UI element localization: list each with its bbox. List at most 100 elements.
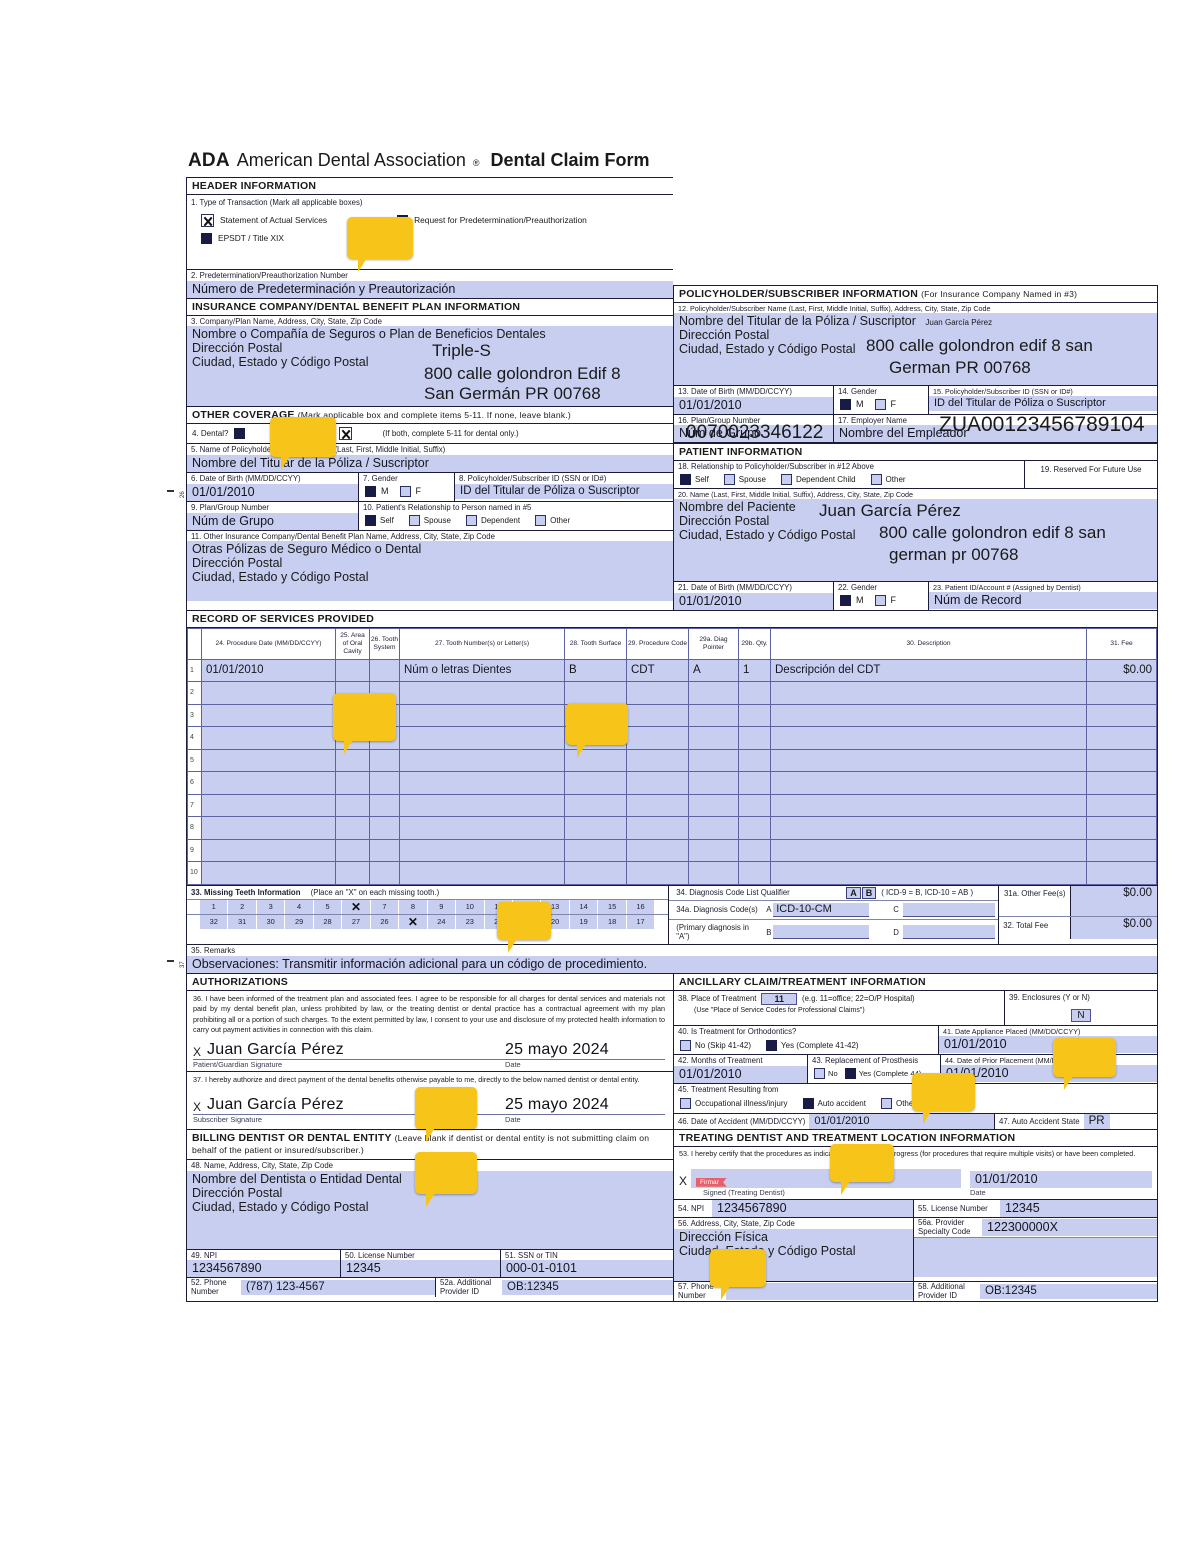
- qualifier-a[interactable]: A: [846, 886, 861, 899]
- cell-empty[interactable]: [335, 771, 370, 795]
- cell-empty[interactable]: [1086, 771, 1157, 795]
- table-row[interactable]: 6: [187, 771, 1157, 795]
- cell-empty[interactable]: [626, 771, 689, 795]
- checkbox-prosthesis-no[interactable]: [814, 1068, 825, 1080]
- checkbox-prosthesis-yes[interactable]: [844, 1068, 856, 1080]
- cell-empty[interactable]: [201, 748, 336, 773]
- tooth-4[interactable]: 4: [285, 900, 314, 915]
- tooth-5[interactable]: 5: [313, 900, 343, 915]
- checkbox-rel-dependent[interactable]: [465, 514, 477, 526]
- cell-empty[interactable]: [738, 816, 771, 840]
- tooth-15[interactable]: 15: [598, 900, 627, 915]
- cell-diag-pointer[interactable]: A: [688, 658, 739, 683]
- tooth-25-missing[interactable]: 25: [399, 915, 428, 930]
- cell-empty[interactable]: [399, 703, 565, 728]
- cell-empty[interactable]: [369, 816, 400, 840]
- tooth-32[interactable]: 32: [200, 915, 229, 930]
- cell-empty[interactable]: [201, 861, 336, 885]
- cell-empty[interactable]: [399, 793, 565, 818]
- q57-value[interactable]: [726, 1282, 913, 1300]
- tooth-8[interactable]: 8: [399, 900, 428, 915]
- q55-value[interactable]: 12345: [1000, 1200, 1157, 1218]
- checkbox-gender-male[interactable]: [365, 485, 376, 497]
- cell-empty[interactable]: [201, 838, 336, 863]
- tooth-30[interactable]: 30: [256, 915, 286, 930]
- diagnosis-code-a[interactable]: ICD-10-CM: [773, 902, 870, 917]
- q47-value[interactable]: PR: [1083, 1113, 1110, 1129]
- cell-empty[interactable]: [688, 861, 739, 885]
- q12-value-block[interactable]: Nombre del Titular de la Póliza / Suscri…: [674, 313, 1157, 385]
- q9-value[interactable]: Núm de Grupo: [187, 512, 358, 530]
- cell-empty[interactable]: [201, 771, 336, 795]
- cell-empty[interactable]: [738, 771, 771, 795]
- checkbox-pt-gender-male[interactable]: [840, 594, 851, 606]
- q38-value[interactable]: 11: [761, 992, 797, 1005]
- cell-empty[interactable]: [688, 748, 739, 773]
- cell-empty[interactable]: [770, 771, 1087, 795]
- cell-empty[interactable]: [1086, 793, 1157, 818]
- cell-empty[interactable]: [399, 681, 565, 705]
- tooth-19[interactable]: 19: [569, 915, 599, 930]
- tooth-2[interactable]: 2: [228, 900, 257, 915]
- cell-empty[interactable]: [688, 681, 739, 705]
- firmar-flag[interactable]: Firmar: [696, 1177, 727, 1187]
- checkbox-ph-gender-male[interactable]: [840, 398, 851, 410]
- cell-empty[interactable]: [738, 838, 771, 863]
- q31a-value[interactable]: $0.00: [1071, 885, 1157, 916]
- cell-empty[interactable]: [369, 838, 400, 863]
- cell-procedure-code[interactable]: CDT: [626, 658, 689, 683]
- cell-empty[interactable]: [1086, 838, 1157, 863]
- cell-empty[interactable]: [626, 816, 689, 840]
- q50-value[interactable]: 12345: [341, 1260, 500, 1278]
- tooth-16[interactable]: 16: [626, 900, 656, 915]
- q42-value[interactable]: 01/01/2010: [674, 1066, 807, 1084]
- teeth-lower-row[interactable]: 32 31 30 29 28 27 26 25 24 23 22 21 20 1…: [187, 915, 668, 930]
- cell-empty[interactable]: [688, 816, 739, 840]
- tooth-9[interactable]: 9: [427, 900, 457, 915]
- cell-empty[interactable]: [564, 771, 627, 795]
- cell-empty[interactable]: [770, 726, 1087, 750]
- cell-empty[interactable]: [626, 838, 689, 863]
- q56a-value[interactable]: 122300000X: [982, 1219, 1157, 1237]
- cell-empty[interactable]: [626, 861, 689, 885]
- cell-empty[interactable]: [688, 793, 739, 818]
- tooth-14[interactable]: 14: [569, 900, 599, 915]
- q16-value[interactable]: Núm de Grupo: [674, 425, 833, 443]
- table-row[interactable]: 8: [187, 816, 1157, 840]
- callout-other-coverage[interactable]: [270, 417, 336, 470]
- cell-empty[interactable]: [738, 703, 771, 728]
- tooth-31[interactable]: 31: [228, 915, 257, 930]
- q35-value[interactable]: Observaciones: Transmitir información ad…: [187, 955, 1157, 973]
- cell-empty[interactable]: [564, 793, 627, 818]
- cell-empty[interactable]: [201, 793, 336, 818]
- q20-value-block[interactable]: Nombre del Paciente Dirección Postal Ciu…: [674, 499, 1157, 582]
- callout-orthodontics[interactable]: [912, 1073, 975, 1124]
- cell-empty[interactable]: [369, 771, 400, 795]
- q36-date[interactable]: 25 mayo 2024: [505, 1040, 609, 1058]
- cell-empty[interactable]: [369, 748, 400, 773]
- q37-signature[interactable]: Juan García Pérez: [207, 1096, 344, 1114]
- q41-value[interactable]: 01/01/2010: [939, 1035, 1157, 1053]
- q6-value[interactable]: 01/01/2010: [187, 483, 358, 501]
- cell-empty[interactable]: [201, 681, 336, 705]
- cell-empty[interactable]: [770, 703, 1087, 728]
- cell-empty[interactable]: [369, 861, 400, 885]
- cell-empty[interactable]: [770, 793, 1087, 818]
- cell-empty[interactable]: [1086, 726, 1157, 750]
- q5-value[interactable]: Nombre del Titular de la Póliza / Suscri…: [187, 455, 673, 473]
- q8-value[interactable]: ID del Titular de Póliza o Suscriptor: [455, 483, 673, 499]
- table-row[interactable]: 5: [187, 748, 1157, 773]
- cell-empty[interactable]: [399, 816, 565, 840]
- checkbox-pt-dependent-child[interactable]: [780, 474, 792, 486]
- checkbox-rel-self[interactable]: [365, 514, 376, 526]
- cell-empty[interactable]: [399, 748, 565, 773]
- tooth-29[interactable]: 29: [285, 915, 314, 930]
- tooth-17[interactable]: 17: [626, 915, 656, 930]
- callout-transaction-type[interactable]: [347, 217, 413, 272]
- diagnosis-code-c[interactable]: [903, 902, 996, 917]
- checkbox-occupational-illness[interactable]: [680, 1097, 691, 1109]
- cell-empty[interactable]: [738, 681, 771, 705]
- q32-value[interactable]: $0.00: [1071, 916, 1157, 939]
- q3-value-block[interactable]: Nombre o Compañía de Seguros o Plan de B…: [187, 326, 673, 407]
- cell-empty[interactable]: [564, 748, 627, 773]
